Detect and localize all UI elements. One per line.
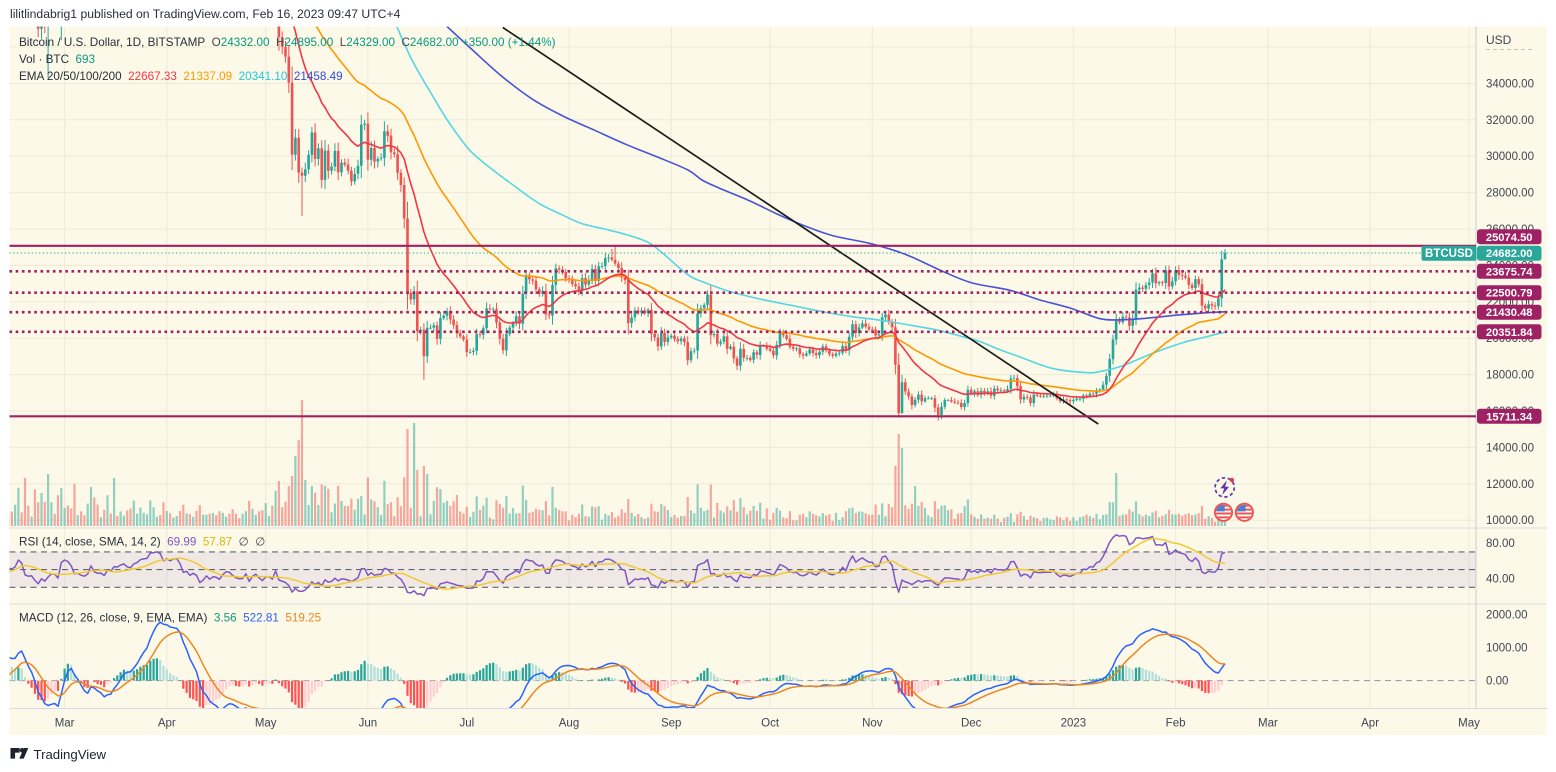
svg-text:32000.00: 32000.00	[1486, 115, 1534, 127]
svg-text:Oct: Oct	[761, 718, 780, 730]
svg-text:80.00: 80.00	[1486, 538, 1515, 550]
svg-text:25074.50: 25074.50	[1486, 232, 1533, 244]
svg-text:Jun: Jun	[359, 718, 378, 730]
svg-text:14000.00: 14000.00	[1486, 442, 1534, 454]
svg-text:40.00: 40.00	[1486, 573, 1515, 585]
svg-text:2000.00: 2000.00	[1486, 610, 1528, 622]
svg-text:Apr: Apr	[1361, 718, 1379, 730]
svg-text:18000.00: 18000.00	[1486, 370, 1534, 382]
svg-text:Mar: Mar	[1258, 718, 1278, 730]
svg-text:EMA 20/50/100/200 22667.33 2: EMA 20/50/100/200 22667.33 21337.09 2034…	[19, 70, 343, 83]
svg-text:23675.74: 23675.74	[1486, 266, 1533, 278]
svg-text:20351.84: 20351.84	[1486, 327, 1533, 339]
svg-text:May: May	[1458, 718, 1480, 730]
svg-text:Jul: Jul	[459, 718, 474, 730]
svg-text:30000.00: 30000.00	[1486, 151, 1534, 163]
svg-text:34000.00: 34000.00	[1486, 78, 1534, 90]
svg-text:Mar: Mar	[55, 718, 75, 730]
svg-text:24682.00: 24682.00	[1486, 248, 1533, 260]
svg-text:May: May	[255, 718, 277, 730]
svg-text:1000.00: 1000.00	[1486, 643, 1528, 655]
svg-text:Bitcoin / U.S. Dollar, 1D, BIT: Bitcoin / U.S. Dollar, 1D, BITSTAMP O243…	[19, 36, 556, 49]
svg-text:Apr: Apr	[158, 718, 176, 730]
svg-text:lilitlindabrig1 published on T: lilitlindabrig1 published on TradingView…	[10, 7, 401, 21]
svg-text:USD: USD	[1486, 33, 1512, 47]
svg-text:BTCUSD: BTCUSD	[1425, 248, 1473, 260]
svg-text:12000.00: 12000.00	[1486, 479, 1534, 491]
svg-text:0.00: 0.00	[1486, 676, 1508, 688]
svg-text:22500.79: 22500.79	[1486, 288, 1533, 300]
svg-text:Nov: Nov	[862, 718, 883, 730]
svg-text:Aug: Aug	[559, 718, 579, 730]
svg-text:TradingView: TradingView	[34, 747, 107, 762]
svg-text:10000.00: 10000.00	[1486, 515, 1534, 527]
svg-text:RSI (14, close, SMA, 14, 2) 6: RSI (14, close, SMA, 14, 2) 69.99 57.87 …	[19, 536, 265, 549]
svg-text:Feb: Feb	[1166, 718, 1186, 730]
svg-text:Dec: Dec	[961, 718, 982, 730]
svg-text:Vol · BTC 693: Vol · BTC 693	[19, 53, 95, 66]
svg-text:Sep: Sep	[661, 718, 681, 730]
svg-text:28000.00: 28000.00	[1486, 188, 1534, 200]
svg-text:2023: 2023	[1061, 718, 1087, 730]
svg-text:MACD (12, 26, close, 9, EMA, E: MACD (12, 26, close, 9, EMA, EMA) 3.56 5…	[19, 612, 322, 625]
svg-text:15711.34: 15711.34	[1486, 411, 1533, 423]
svg-text:21430.48: 21430.48	[1486, 307, 1533, 319]
